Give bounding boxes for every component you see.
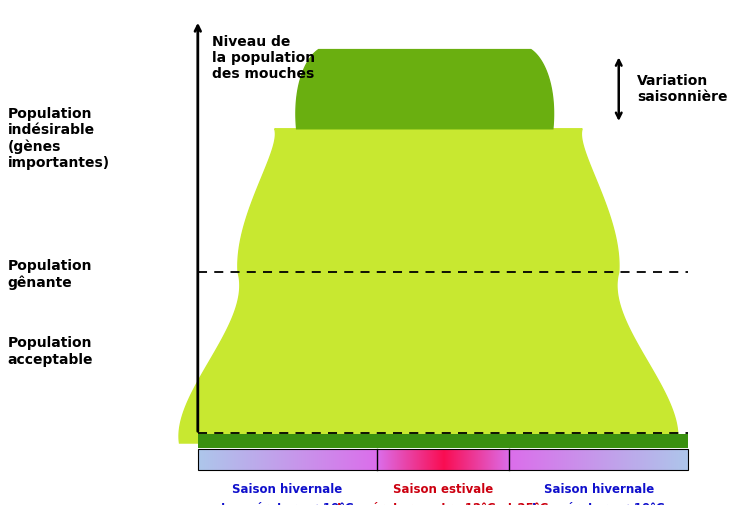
Bar (198, 434, 688, 448)
Polygon shape (179, 129, 678, 443)
Text: température < 10°C: température < 10°C (533, 502, 665, 505)
Text: Saison hivernale: Saison hivernale (232, 483, 342, 495)
Text: Variation
saisonnière: Variation saisonnière (637, 74, 728, 105)
Text: Population
gênante: Population gênante (7, 260, 92, 290)
Text: Population
acceptable: Population acceptable (7, 336, 93, 367)
Text: Population
indésirable
(gènes
importantes): Population indésirable (gènes importante… (7, 107, 110, 170)
Polygon shape (296, 49, 554, 129)
Text: Saison estivale: Saison estivale (393, 483, 493, 495)
Text: Niveau de
la population
des mouches: Niveau de la population des mouches (212, 35, 315, 81)
Bar (198, 449, 688, 470)
Text: Saison hivernale: Saison hivernale (544, 483, 654, 495)
Text: température entre 12°C et 25°C: température entre 12°C et 25°C (338, 502, 549, 505)
Text: température < 10°C: température < 10°C (221, 502, 353, 505)
